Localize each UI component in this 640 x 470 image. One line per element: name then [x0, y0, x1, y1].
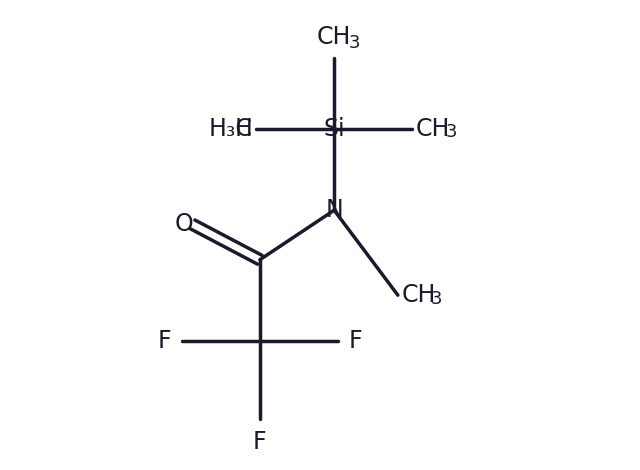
Text: 3: 3 [445, 123, 457, 141]
Text: F: F [157, 329, 172, 353]
Text: Si: Si [323, 117, 345, 141]
Text: 3: 3 [348, 34, 360, 52]
Text: CH: CH [401, 283, 436, 307]
Text: O: O [175, 212, 193, 236]
Text: 3: 3 [431, 290, 443, 308]
Text: H₃C: H₃C [209, 117, 253, 141]
Text: F: F [348, 329, 362, 353]
Text: CH: CH [415, 117, 450, 141]
Text: CH: CH [317, 25, 351, 49]
Text: N: N [325, 198, 343, 222]
Text: F: F [253, 430, 267, 454]
Text: H: H [235, 117, 253, 141]
